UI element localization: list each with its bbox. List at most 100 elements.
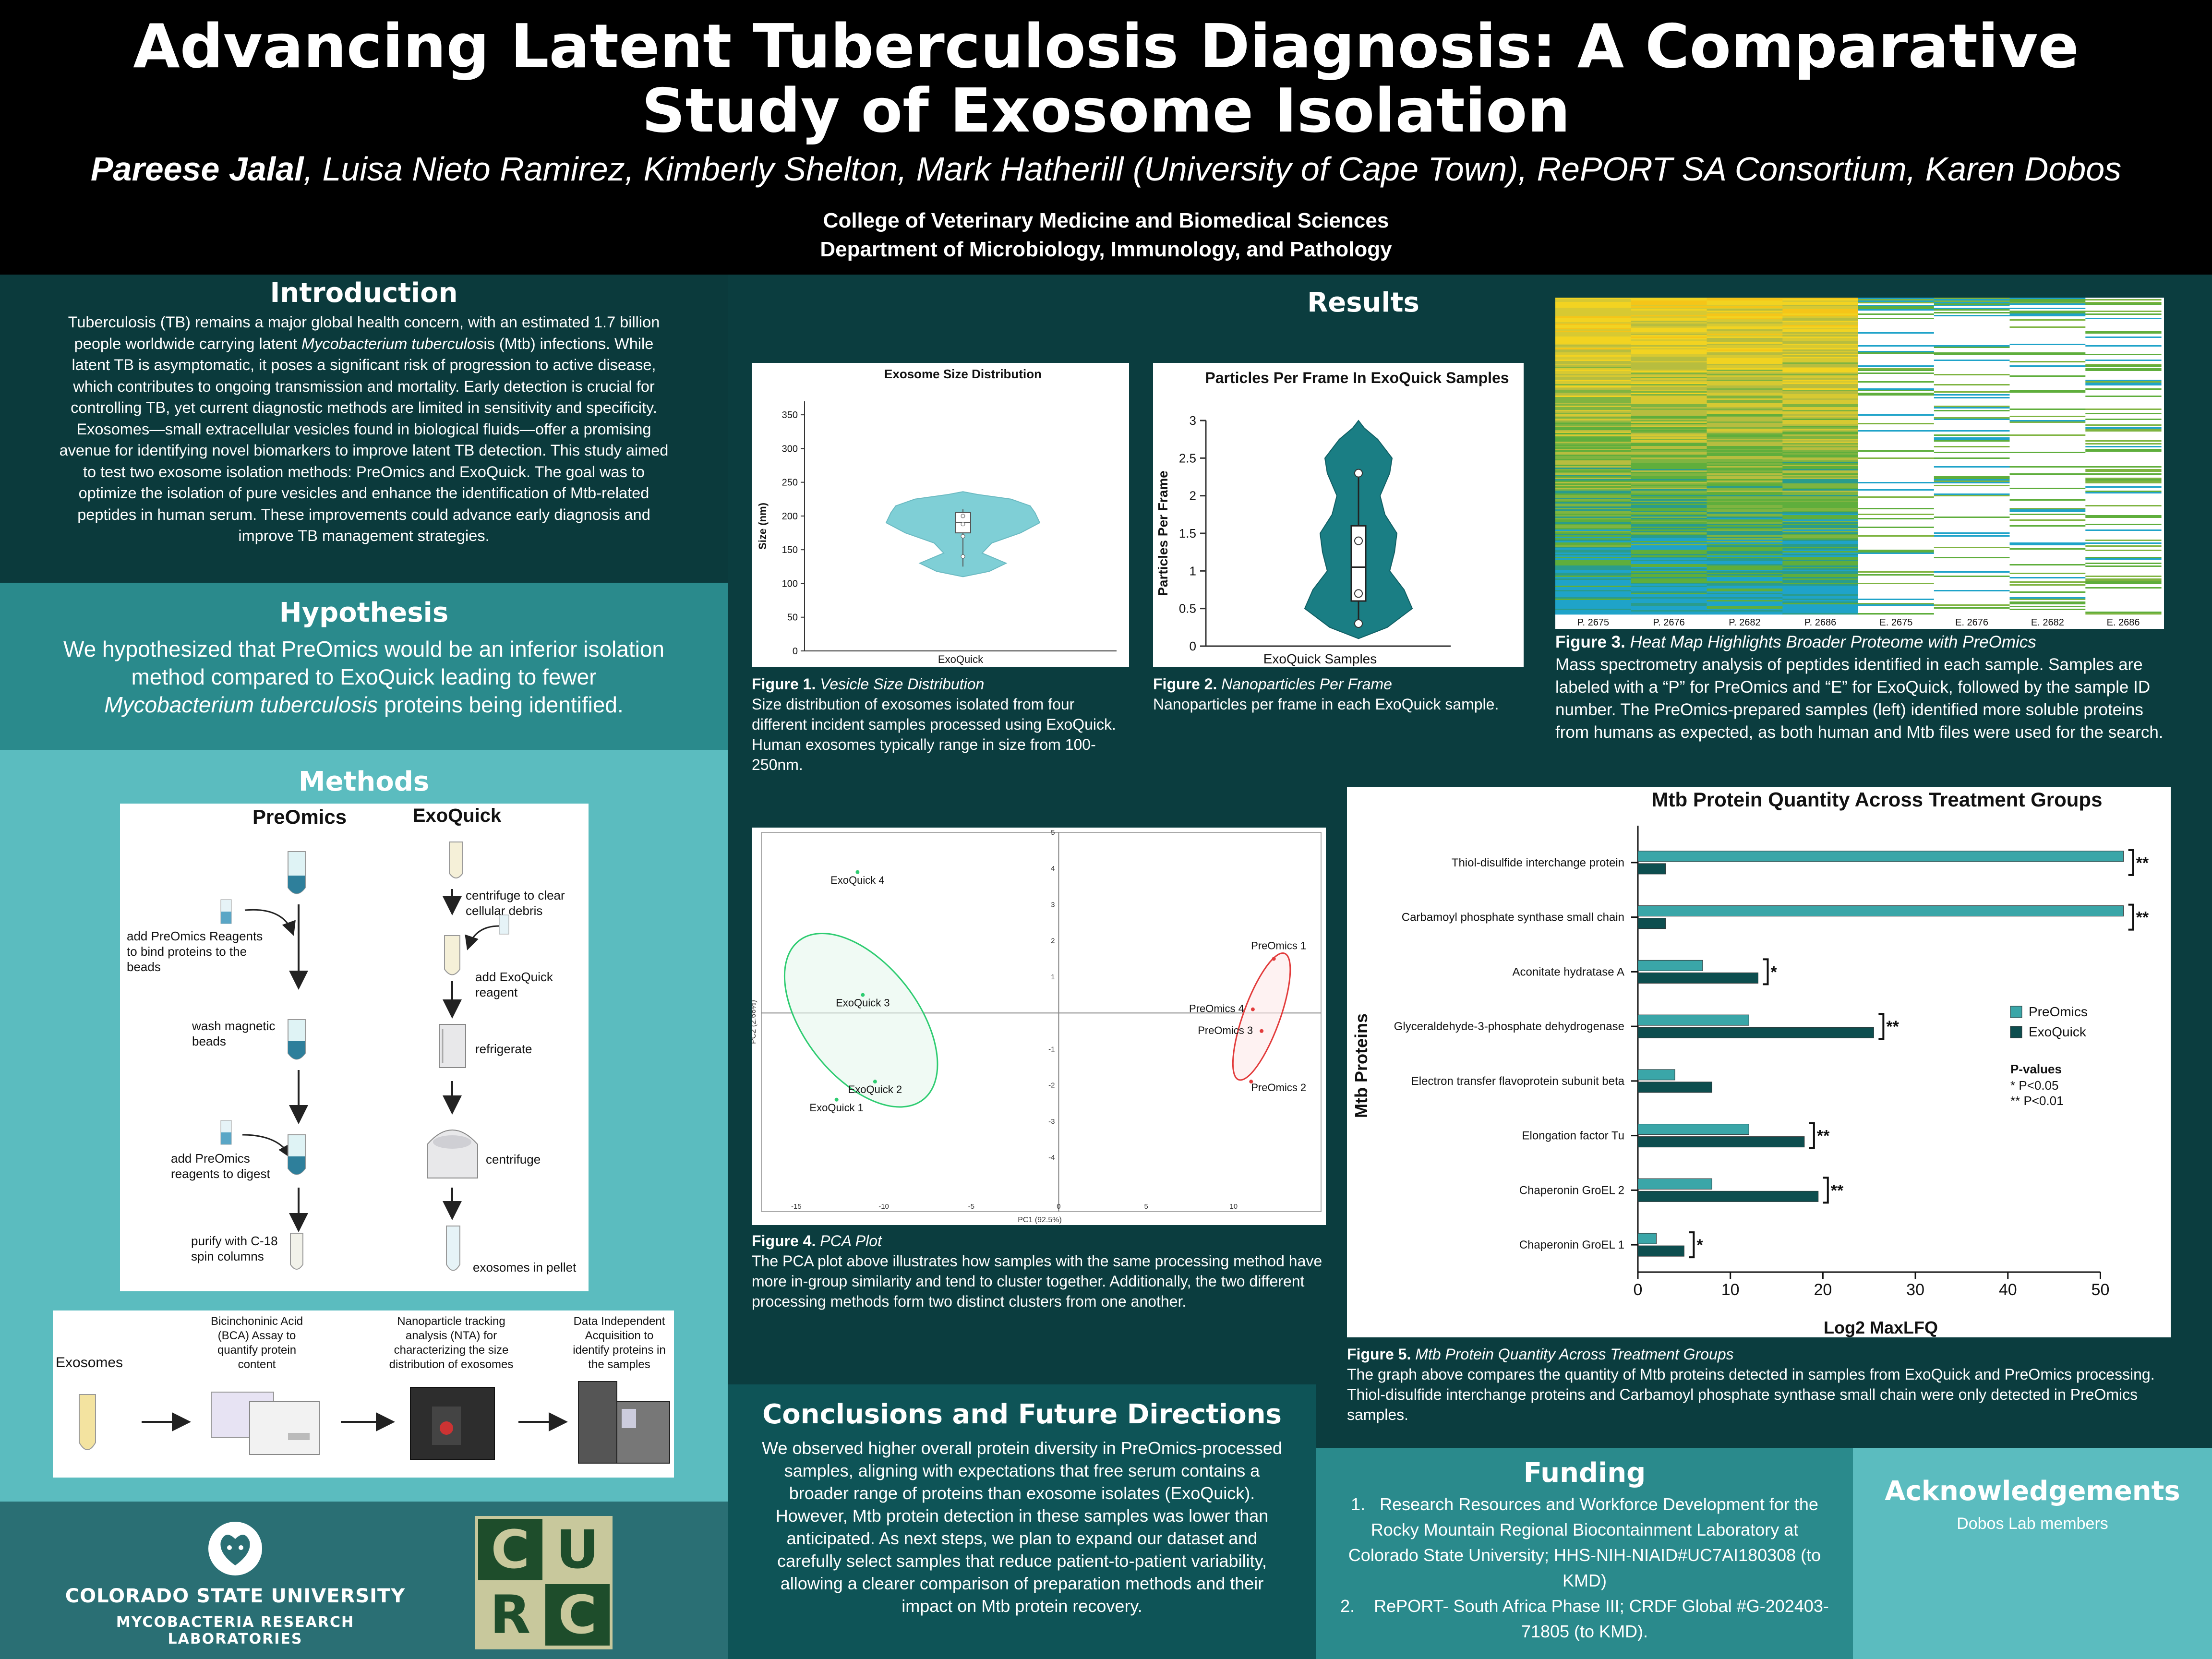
heatmap-cell	[1631, 606, 1707, 608]
heatmap-cell	[1631, 578, 1707, 580]
heatmap-cell	[2085, 522, 2162, 524]
heatmap-cell	[1707, 593, 1783, 595]
heatmap-cell	[1707, 563, 1783, 565]
pca-y-tick-label: 1	[1051, 973, 1055, 981]
heatmap-cell	[1782, 318, 1859, 320]
heatmap-cell	[1934, 450, 2010, 452]
heatmap-cell	[2085, 390, 2162, 392]
heatmap-cell	[2085, 348, 2162, 350]
heatmap-cell	[1782, 457, 1859, 459]
heatmap-cell	[1555, 400, 1632, 402]
heatmap-cell	[1782, 541, 1859, 543]
heatmap-cell	[1631, 302, 1707, 304]
heatmap-cell	[1858, 308, 1935, 310]
heatmap-cell	[2009, 351, 2086, 353]
heatmap-cell	[1631, 597, 1707, 599]
fig1-y-tick-label: 100	[782, 578, 798, 589]
heatmap-cell	[1555, 465, 1632, 467]
heatmap-cell	[1631, 514, 1707, 516]
preomics-tube-icon	[288, 851, 306, 894]
heatmap-cell	[1707, 466, 1783, 468]
heatmap-cell	[1707, 540, 1783, 541]
heatmap-cell	[2009, 326, 2086, 328]
heatmap-cell	[2085, 505, 2162, 507]
heatmap-cell	[2009, 509, 2086, 511]
heatmap-cell	[1707, 329, 1783, 331]
heatmap-cell	[1707, 511, 1783, 513]
heatmap-cell	[1631, 525, 1707, 527]
heatmap-cell	[2009, 535, 2086, 537]
heatmap-cell	[1934, 325, 2010, 327]
heatmap-cell	[1555, 578, 1632, 580]
heatmap-cell	[1934, 400, 2010, 402]
heatmap-cell	[1858, 489, 1935, 491]
heatmap-cell	[1631, 409, 1707, 410]
heatmap-cell	[2085, 432, 2162, 433]
heatmap-cell	[1934, 529, 2010, 531]
heatmap-cell	[1631, 460, 1707, 462]
heatmap-cell	[2009, 537, 2086, 539]
heatmap-cell	[1707, 355, 1783, 357]
heatmap-cell	[1631, 603, 1707, 605]
heatmap-cell	[1858, 433, 1935, 435]
heatmap-cell	[1707, 358, 1783, 360]
heatmap-cell	[1707, 583, 1783, 585]
heatmap-cell	[1858, 521, 1935, 523]
heatmap-cell	[1934, 370, 2010, 372]
heatmap-cell	[1631, 385, 1707, 387]
heatmap-cell	[1782, 609, 1859, 611]
heatmap-cell	[1631, 538, 1707, 540]
heatmap-cell	[1631, 450, 1707, 452]
heatmap-cell	[1934, 430, 2010, 432]
heatmap-cell	[2085, 478, 2162, 480]
heatmap-cell	[1631, 381, 1707, 383]
heatmap-cell	[1555, 298, 1632, 300]
heatmap-cell	[1631, 299, 1707, 301]
heatmap-cell	[1782, 341, 1859, 343]
exoquick-step-4: centrifuge	[486, 1152, 541, 1166]
heatmap-cell	[1782, 613, 1859, 615]
heatmap-cell	[1782, 390, 1859, 392]
exosome-pellet-tube-icon	[446, 1226, 460, 1271]
heatmap-cell	[1631, 423, 1707, 425]
heatmap-cell	[1782, 482, 1859, 484]
heatmap-cell	[1555, 545, 1632, 547]
heatmap-cell	[1707, 501, 1783, 503]
heatmap-cell	[1707, 565, 1783, 567]
heatmap-cell	[2009, 492, 2086, 494]
pca-group-ellipses	[783, 933, 1291, 1108]
heatmap-cell	[1631, 541, 1707, 543]
heatmap-cell	[1782, 485, 1859, 487]
title-line-2: Study of Exosome Isolation	[641, 75, 1571, 146]
heatmap-cell	[1858, 453, 1935, 455]
heatmap-cell	[1782, 434, 1859, 436]
heatmap-cell	[1707, 341, 1783, 343]
heatmap-cell	[2085, 377, 2162, 379]
heatmap-cell	[1631, 403, 1707, 405]
heatmap-cell	[2085, 437, 2162, 439]
heatmap-cell	[1782, 587, 1859, 589]
heatmap-cell	[2085, 325, 2162, 327]
heatmap-cell	[1631, 512, 1707, 514]
heatmap-cell	[1934, 367, 2010, 369]
heatmap-cell	[1934, 424, 2010, 426]
heatmap-cell	[1555, 495, 1632, 497]
heatmap-cell	[1555, 348, 1632, 350]
heatmap-cell	[1555, 364, 1632, 366]
heatmap-cell	[1555, 360, 1632, 361]
heatmap-cell	[1858, 527, 1935, 529]
exoquick-reagent-vial-icon	[499, 914, 509, 935]
heatmap-cell	[2085, 427, 2162, 429]
heatmap-cell	[1858, 581, 1935, 583]
heatmap-cell	[2009, 532, 2086, 534]
heatmap-cell	[1934, 511, 2010, 513]
heatmap-cell	[1858, 590, 1935, 592]
heatmap-cell	[1631, 553, 1707, 554]
heatmap-cell	[1707, 544, 1783, 546]
heatmap-cell	[2009, 456, 2086, 458]
heatmap-cell	[1555, 534, 1632, 536]
pca-point	[855, 870, 860, 874]
heatmap-cell	[2009, 390, 2086, 392]
heatmap-cell	[2085, 607, 2162, 609]
heatmap-cell	[1555, 452, 1632, 454]
